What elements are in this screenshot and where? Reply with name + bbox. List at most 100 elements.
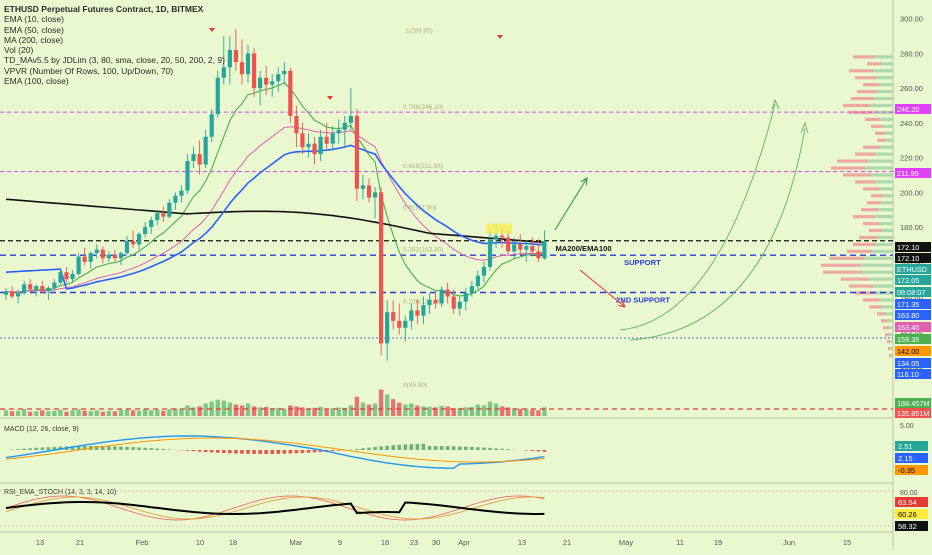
candle-body <box>4 291 8 294</box>
candle-body <box>113 255 117 258</box>
x-tick-label: Feb <box>136 538 149 547</box>
volume-bar <box>494 404 498 416</box>
vpvr-bar <box>877 90 893 93</box>
x-tick-label: 16 <box>381 538 389 547</box>
rsi-value: 63.54 <box>898 498 917 507</box>
macd-histogram-bar <box>125 447 129 450</box>
candle-body <box>482 267 486 276</box>
candle-body <box>83 257 87 262</box>
x-tick-label: 9 <box>338 538 342 547</box>
vpvr-bar <box>867 201 881 204</box>
volume-bar <box>131 410 135 416</box>
candle-body <box>530 246 534 251</box>
vpvr-bar <box>855 180 876 183</box>
vpvr-bar <box>851 97 874 100</box>
vpvr-bar <box>883 326 889 329</box>
vpvr-bar <box>869 229 882 232</box>
candle-body <box>391 312 395 321</box>
price-tick-label: 280.00 <box>900 49 923 58</box>
candle-body <box>16 293 20 296</box>
macd-histogram-bar <box>204 450 208 452</box>
candle-body <box>470 286 474 293</box>
volume-bar <box>349 405 353 416</box>
candle-body <box>246 53 250 74</box>
candle-body <box>149 220 153 227</box>
vpvr-bar <box>864 257 893 260</box>
volume-bar <box>391 399 395 416</box>
macd-histogram-bar <box>47 447 51 450</box>
candle-body <box>161 213 165 216</box>
candle-body <box>210 114 214 137</box>
volume-bar <box>252 406 256 416</box>
volume-bar <box>264 407 268 416</box>
volume-bar <box>240 405 244 416</box>
candle-body <box>40 286 44 291</box>
candle-body <box>361 185 365 188</box>
volume-bar <box>470 407 474 416</box>
vpvr-bar <box>883 194 893 197</box>
vpvr-bar <box>872 250 893 253</box>
macd-histogram-bar <box>525 450 529 451</box>
rsi-title: RSI_EMA_STOCH (14, 3, 3, 14, 10) <box>4 489 116 496</box>
price-tick-label: 260.00 <box>900 84 923 93</box>
rsi-axis-tick: 80.00 <box>900 490 918 497</box>
volume-bar <box>379 390 383 416</box>
macd-value: -0.35 <box>898 466 915 475</box>
legend-ema10: EMA (10, close) <box>4 14 225 24</box>
macd-histogram-bar <box>270 450 274 454</box>
macd-histogram-bar <box>446 446 450 450</box>
candle-body <box>306 144 310 147</box>
volume-bar <box>52 411 56 416</box>
legend-vpvr: VPVR (Number Of Rows, 100, Up/Down, 70) <box>4 66 225 76</box>
volume-bar <box>439 406 443 416</box>
legend-ema100: EMA (100, close) <box>4 76 225 86</box>
volume-bar <box>113 411 117 416</box>
volume-bar <box>403 404 407 416</box>
candle-body <box>452 297 456 309</box>
candle-body <box>476 276 480 286</box>
price-badge-label: 188.457M <box>897 399 929 408</box>
candle-body <box>385 312 389 343</box>
macd-histogram-bar <box>216 450 220 453</box>
vpvr-bar <box>861 264 893 267</box>
macd-histogram-bar <box>198 450 202 452</box>
volume-bar <box>216 400 220 416</box>
candle-body <box>331 133 335 143</box>
vpvr-bar <box>875 215 893 218</box>
price-badge-label: 246.20 <box>897 105 919 114</box>
volume-bar <box>367 404 371 416</box>
vpvr-bar <box>869 305 882 308</box>
candle-body <box>300 133 304 147</box>
volume-bar <box>518 409 522 416</box>
price-tick-label: 240.00 <box>900 119 923 128</box>
volume-bar <box>82 411 86 416</box>
price-badge-label: 134.05 <box>897 359 919 368</box>
vpvr-bar <box>862 271 894 274</box>
price-tick-label: 300.00 <box>900 15 923 24</box>
macd-histogram-bar <box>22 449 26 450</box>
vpvr-bar <box>837 159 868 162</box>
volume-bar <box>149 410 153 416</box>
candle-body <box>506 237 510 251</box>
candle-body <box>440 290 444 304</box>
candle-body <box>119 253 123 258</box>
macd-histogram-bar <box>155 449 159 450</box>
candle-body <box>536 251 540 258</box>
vpvr-bar <box>886 139 893 142</box>
candle-body <box>325 137 329 144</box>
legend-ma200: MA (200, close) <box>4 35 225 45</box>
price-badge-label: 172.05 <box>897 276 919 285</box>
vpvr-bar <box>885 333 889 336</box>
vpvr-bar <box>880 118 893 121</box>
rsi-value: 58.32 <box>898 522 917 531</box>
volume-bar <box>464 407 468 416</box>
macd-histogram-bar <box>34 448 38 450</box>
volume-bar <box>4 410 8 416</box>
vpvr-bar <box>863 298 880 301</box>
candle-body <box>58 272 62 282</box>
macd-histogram-bar <box>500 449 504 450</box>
candle-body <box>143 227 147 234</box>
volume-bar <box>530 410 534 416</box>
legend-vol: Vol (20) <box>4 45 225 55</box>
vpvr-bar <box>849 284 873 287</box>
